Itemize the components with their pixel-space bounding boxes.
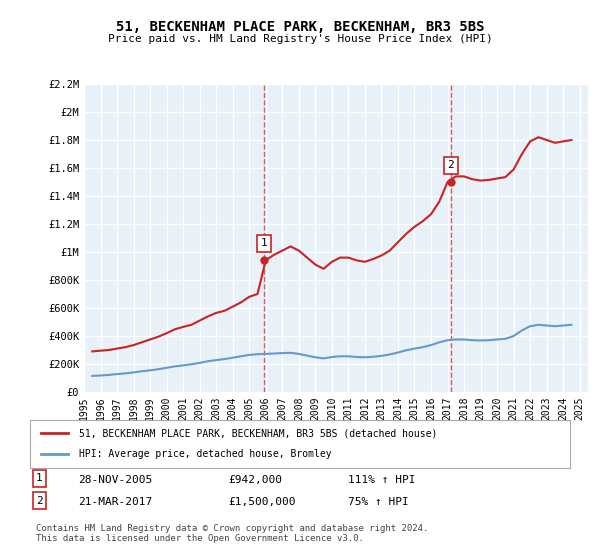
Text: £1,500,000: £1,500,000 — [228, 497, 296, 507]
Text: £942,000: £942,000 — [228, 475, 282, 485]
Text: 2: 2 — [36, 496, 43, 506]
Text: 51, BECKENHAM PLACE PARK, BECKENHAM, BR3 5BS (detached house): 51, BECKENHAM PLACE PARK, BECKENHAM, BR3… — [79, 428, 437, 438]
Text: HPI: Average price, detached house, Bromley: HPI: Average price, detached house, Brom… — [79, 449, 331, 459]
Text: Contains HM Land Registry data © Crown copyright and database right 2024.
This d: Contains HM Land Registry data © Crown c… — [36, 524, 428, 543]
Text: 21-MAR-2017: 21-MAR-2017 — [78, 497, 152, 507]
Text: 1: 1 — [261, 239, 268, 248]
Text: 111% ↑ HPI: 111% ↑ HPI — [348, 475, 415, 485]
Text: Price paid vs. HM Land Registry's House Price Index (HPI): Price paid vs. HM Land Registry's House … — [107, 34, 493, 44]
Text: 51, BECKENHAM PLACE PARK, BECKENHAM, BR3 5BS: 51, BECKENHAM PLACE PARK, BECKENHAM, BR3… — [116, 20, 484, 34]
Text: 2: 2 — [448, 160, 454, 170]
Text: 28-NOV-2005: 28-NOV-2005 — [78, 475, 152, 485]
Text: 1: 1 — [36, 473, 43, 483]
Text: 75% ↑ HPI: 75% ↑ HPI — [348, 497, 409, 507]
